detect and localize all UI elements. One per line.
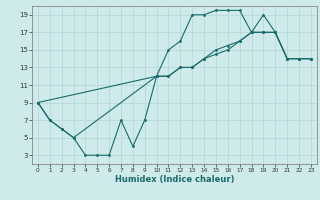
X-axis label: Humidex (Indice chaleur): Humidex (Indice chaleur): [115, 175, 234, 184]
